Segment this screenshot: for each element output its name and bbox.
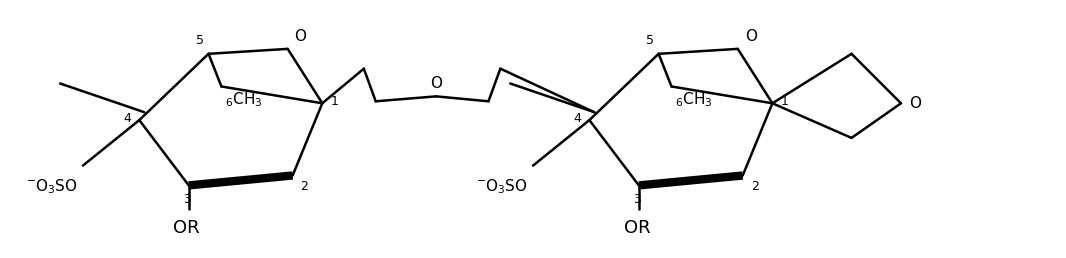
Text: $^{-}$O$_3$SO: $^{-}$O$_3$SO [477,178,528,196]
Text: O: O [745,29,757,44]
Text: 3: 3 [183,193,191,206]
Text: $^{-}$O$_3$SO: $^{-}$O$_3$SO [27,178,78,196]
Text: O: O [909,96,921,111]
Text: 5: 5 [646,34,653,47]
Text: 4: 4 [574,112,581,125]
Text: 5: 5 [195,34,204,47]
Text: 3: 3 [633,193,641,206]
Text: 2: 2 [750,180,759,194]
Text: 2: 2 [301,180,308,194]
Text: $_6$CH$_3$: $_6$CH$_3$ [676,90,713,109]
Text: $_6$CH$_3$: $_6$CH$_3$ [225,90,263,109]
Text: 1: 1 [780,95,788,108]
Text: 1: 1 [330,95,338,108]
Text: O: O [294,29,307,44]
Text: O: O [430,76,442,91]
Text: 4: 4 [124,112,131,125]
Text: OR: OR [624,219,650,237]
Text: OR: OR [174,219,200,237]
